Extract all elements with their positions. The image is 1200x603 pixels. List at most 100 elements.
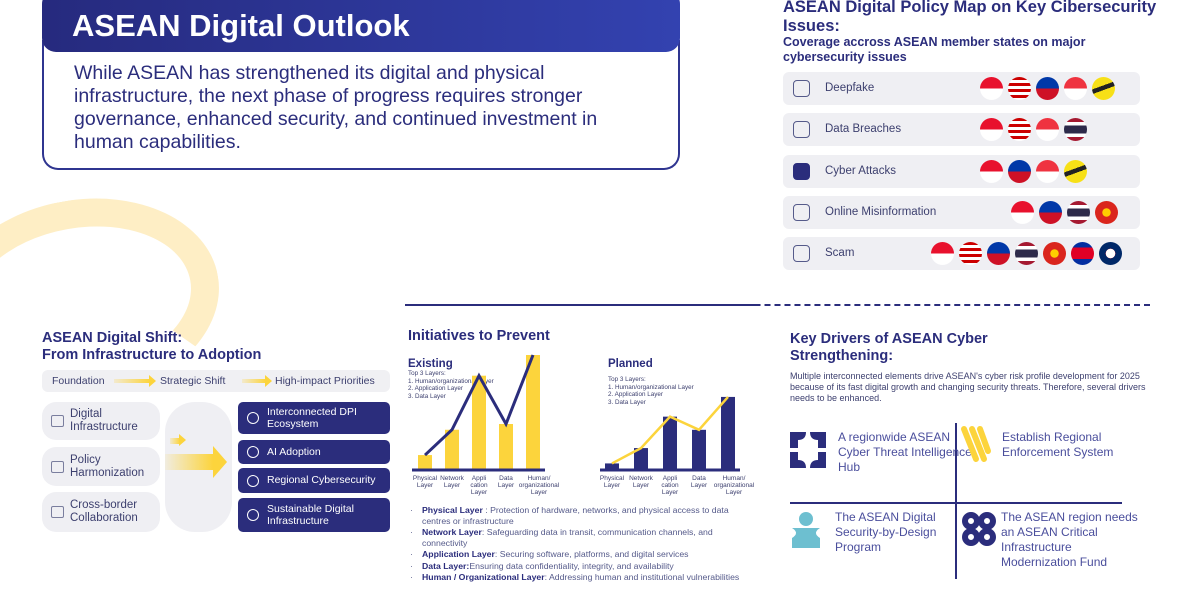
flag-bn-icon (1092, 77, 1115, 100)
bar (605, 463, 619, 470)
x-tick-label: Physical Layer (600, 475, 625, 489)
policy-row-data-breaches: Data Breaches (783, 113, 1140, 147)
flag-list (1011, 200, 1118, 224)
bar (634, 448, 648, 470)
foundation-policy-harmonization: Policy Harmonization (42, 447, 160, 486)
priority-dpi: Interconnected DPI Ecosystem (238, 402, 390, 434)
dpi-icon (247, 412, 259, 424)
scam-icon (793, 245, 810, 263)
policy-row-label: Online Misinformation (825, 205, 937, 218)
flag-ph-icon (1039, 200, 1062, 224)
policy-row-label: Cyber Attacks (825, 164, 896, 177)
flag-id-icon (980, 159, 1003, 183)
top-layer-item: 2. Application Layer (408, 385, 463, 392)
drivers-title: Key Drivers of ASEAN Cyber Strengthening: (790, 331, 988, 365)
layer-item: Application Layer: Securing software, pl… (410, 549, 750, 560)
flag-my-icon (1008, 118, 1031, 142)
chart-title: Existing (408, 358, 453, 370)
flag-list (980, 159, 1087, 183)
layer-item: Data Layer:Ensuring data confidentiality… (410, 561, 750, 572)
bar (721, 396, 735, 470)
flag-list (980, 77, 1115, 100)
security-icon (247, 474, 259, 487)
shift-pill (165, 402, 232, 532)
policy-row-label: Scam (825, 247, 855, 260)
layer-term: Data Layer: (422, 560, 470, 571)
drivers-title-2: Strengthening: (790, 348, 894, 364)
x-tick-label: Appli cation Layer (470, 475, 488, 496)
bar (692, 429, 706, 470)
layer-item: Physical Layer : Protection of hardware,… (410, 505, 750, 526)
bar (526, 355, 540, 470)
bar (445, 429, 459, 470)
monitor-icon (51, 415, 64, 427)
layer-term: Network Layer (422, 527, 482, 537)
chart-title: Planned (608, 358, 653, 370)
flag-list (980, 118, 1087, 142)
flag-my-icon (959, 242, 982, 266)
layer-item: Human / Organizational Layer: Addressing… (410, 572, 750, 583)
layer-desc: Ensuring data confidentiality, integrity… (469, 560, 674, 571)
policy-map-title: ASEAN Digital Policy Map on Key Cibersec… (783, 0, 1157, 35)
chart-planned-header: Planned Top 3 Layers: 1. Human/organizatio… (608, 358, 738, 406)
initiatives-title: Initiatives to Prevent (408, 328, 550, 344)
shift-title-1: ASEAN Digital Shift: (42, 330, 183, 346)
layer-desc: : Protection of hardware, networks, and … (422, 505, 729, 526)
arrow-icon (114, 375, 156, 387)
cyber-attack-icon (793, 162, 810, 180)
arrow-icon (170, 434, 186, 446)
layer-desc: : Safeguarding data in transit, communic… (422, 527, 713, 548)
intro-text: While ASEAN has strengthened its digital… (42, 40, 680, 170)
flag-kh-icon (1071, 242, 1094, 266)
deepfake-icon (793, 80, 810, 97)
divider (955, 423, 957, 579)
shift-title: ASEAN Digital Shift: From Infrastructure … (42, 330, 261, 364)
top-layer-item: 1. Human/organizational Layer (408, 377, 494, 385)
driver-modernization-fund: The ASEAN region needs an ASEAN Critical… (1001, 510, 1138, 569)
x-tick-label: Network Layer (440, 475, 465, 489)
drivers-text: Multiple interconnected elements drive A… (790, 371, 1146, 403)
big-arrow-icon (165, 454, 213, 470)
trend-line (611, 396, 729, 465)
infrastructure-icon (962, 512, 996, 546)
top-layer-item: 3. Data Layer (608, 398, 646, 406)
layer-list: Physical Layer : Protection of hardware,… (410, 505, 750, 584)
layer-term: Application Layer (422, 549, 495, 559)
ai-icon (247, 446, 259, 458)
arrow-head (213, 446, 227, 478)
bar (472, 375, 486, 470)
hub-icon (790, 432, 826, 468)
policy-row-online-misinformation: Online Misinformation (783, 195, 1140, 229)
flag-list (931, 242, 1122, 266)
layer-item: Network Layer: Safeguarding data in tran… (410, 527, 750, 548)
flag-ph-icon (1036, 77, 1059, 100)
priority-cybersecurity: Regional Cybersecurity (238, 468, 390, 493)
bar (663, 416, 677, 470)
flag-la-icon (1099, 242, 1122, 266)
policy-row-cyber-attacks: Cyber Attacks (783, 154, 1140, 188)
flag-th-icon (1015, 242, 1038, 266)
flag-id-icon (980, 118, 1003, 142)
drivers-title-1: Key Drivers of ASEAN Cyber (790, 331, 988, 347)
flag-th-icon (1064, 118, 1087, 142)
policy-icon (51, 460, 64, 473)
layer-term: Physical Layer (422, 505, 483, 515)
driver-hub: A regionwide ASEAN Cyber Threat Intellig… (838, 430, 972, 474)
x-tick-label: Human/organizational Layer (519, 475, 560, 496)
x-tick-label: Network Layer (629, 475, 654, 489)
page-title: ASEAN Digital Outlook (42, 0, 680, 52)
bar (418, 455, 432, 470)
policy-row-scam: Scam (783, 237, 1140, 271)
data-breach-icon (793, 121, 810, 139)
flag-sg-icon (1036, 118, 1059, 142)
x-tick-label: Data Layer (691, 475, 708, 489)
driver-enforcement: Establish Regional Enforcement System (1002, 430, 1114, 459)
flag-id-icon (980, 77, 1003, 100)
policy-row-label: Deepfake (825, 82, 875, 94)
shift-title-2: From Infrastructure to Adoption (42, 347, 262, 363)
policy-row-deepfake: Deepfake (783, 72, 1140, 105)
chart-planned: Physical Layer Network Layer Appli cation Laye… (600, 396, 755, 496)
bar (499, 424, 513, 470)
stage-foundation: Foundation (52, 375, 105, 387)
